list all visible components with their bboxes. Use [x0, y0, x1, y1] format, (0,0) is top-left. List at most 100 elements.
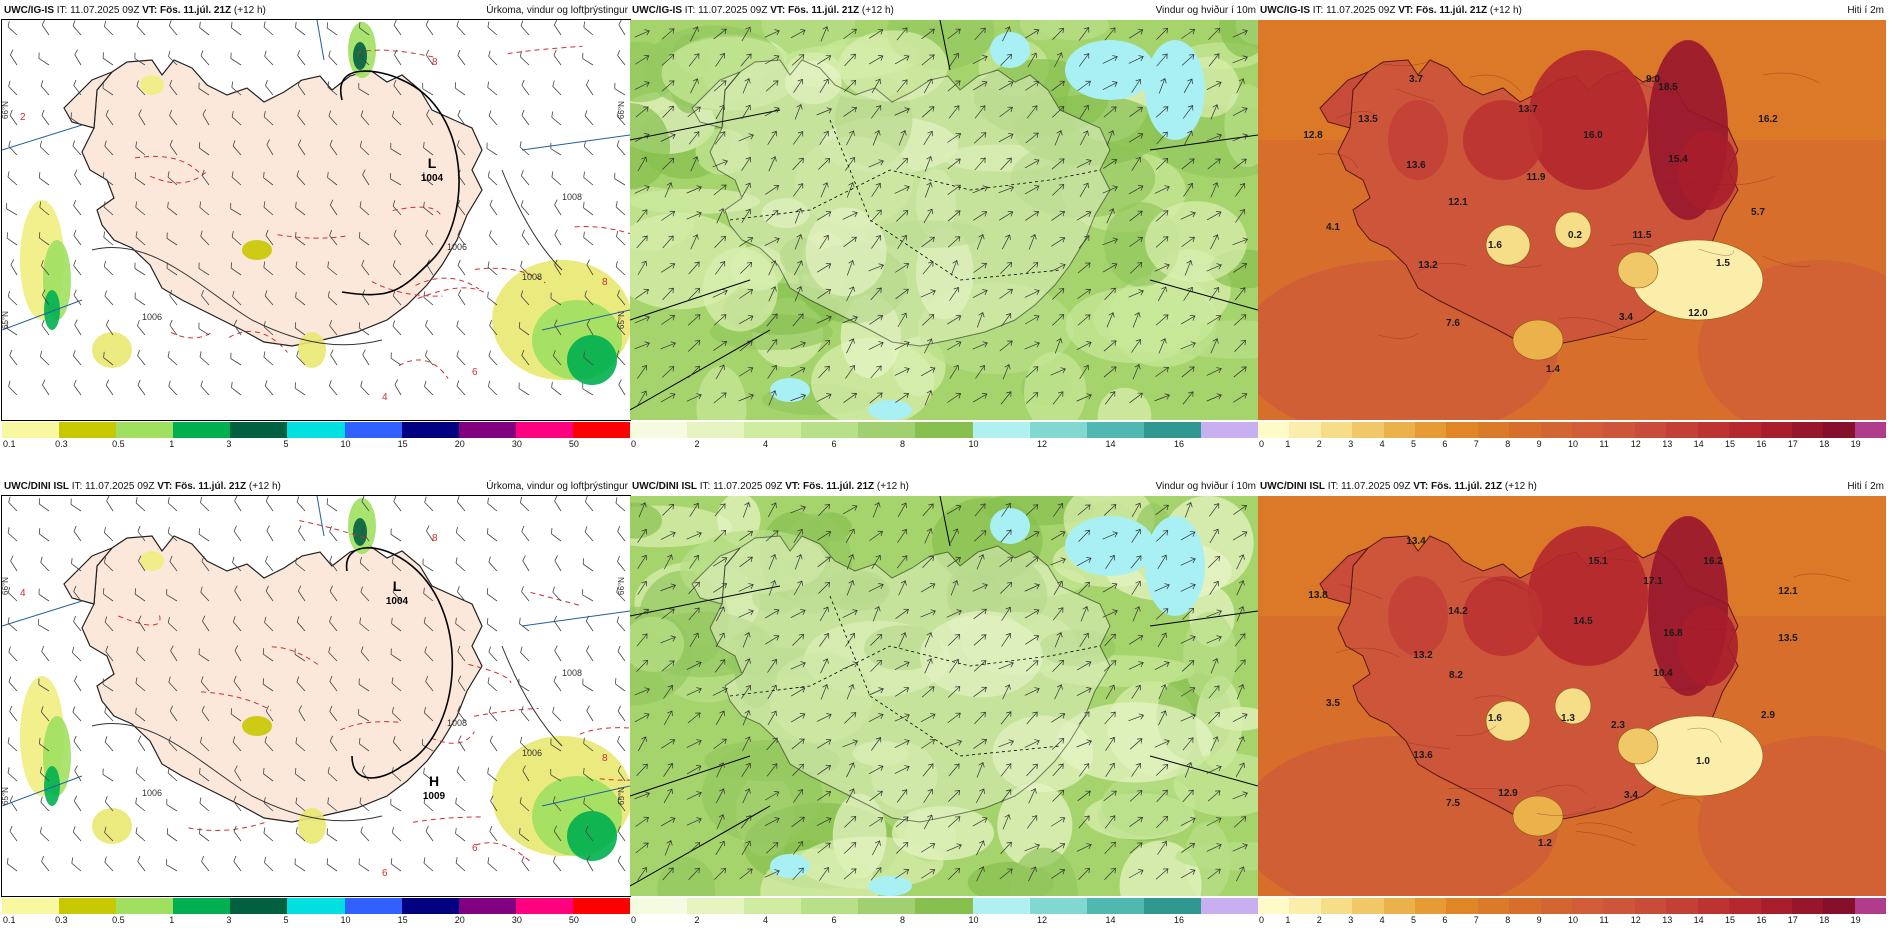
- wind-arrow: [686, 393, 702, 402]
- wind-arrow: [843, 106, 858, 117]
- wind-arrow: [1052, 607, 1064, 621]
- temp-contour-label: 2: [20, 112, 26, 123]
- wind-arrow: [792, 131, 804, 145]
- wind-barb: [614, 82, 626, 96]
- wind-arrow: [790, 713, 806, 723]
- wind-barb: [73, 199, 82, 216]
- wind-arrow: [1180, 531, 1196, 541]
- wind-arrow: [1156, 131, 1168, 145]
- wind-arrow: [946, 315, 962, 325]
- wind-barb: [583, 231, 594, 246]
- wind-arrow: [740, 262, 753, 274]
- wind-barb: [136, 20, 146, 36]
- wind-barb: [522, 765, 530, 782]
- wind-arrow: [1078, 581, 1090, 595]
- wind-arrow: [1024, 531, 1040, 541]
- wind-barb: [518, 382, 530, 396]
- wind-arrow: [688, 607, 700, 621]
- wind-arrow: [768, 156, 777, 172]
- legend-tick-label: 2: [1316, 439, 1322, 449]
- wind-arrow: [716, 814, 725, 830]
- wind-barb: [40, 556, 50, 572]
- wind-arrow: [1052, 763, 1064, 777]
- wind-arrow: [1050, 531, 1066, 541]
- wind-arrow: [661, 80, 675, 92]
- wind-arrow: [1181, 158, 1195, 170]
- wind-barb: [585, 825, 594, 842]
- wind-barb: [264, 616, 274, 632]
- wind-arrow: [819, 130, 830, 145]
- wind-arrow: [819, 234, 830, 249]
- wind-arrow: [634, 687, 650, 696]
- wind-arrow: [1102, 609, 1118, 618]
- wind-arrow: [870, 659, 883, 672]
- legend-tick-label: 13: [1662, 915, 1673, 925]
- wind-arrow: [1232, 133, 1248, 142]
- wind-arrow: [972, 55, 988, 64]
- wind-arrow: [1000, 582, 1013, 594]
- wind-arrow: [1104, 867, 1116, 880]
- precip-area: [44, 290, 60, 330]
- legend-swatch: [1029, 898, 1087, 914]
- wind-arrow: [767, 658, 778, 673]
- wind-arrow: [999, 288, 1013, 299]
- wind-barb: [617, 765, 626, 782]
- legend-tick-label: 16: [1174, 439, 1185, 449]
- wind-barb: [327, 767, 338, 782]
- wind-arrow: [794, 553, 803, 570]
- wind-arrow: [1183, 286, 1194, 301]
- temperature-value-label: 12.8: [1303, 130, 1323, 141]
- latitude-label: 66°N: [617, 577, 626, 595]
- wind-barb: [618, 20, 626, 36]
- legend-tick-label: 19: [1850, 915, 1861, 925]
- wind-barb: [41, 109, 50, 126]
- wind-barb: [38, 52, 50, 66]
- gust-area: [990, 32, 1030, 68]
- wind-barb: [391, 617, 402, 632]
- wind-barb: [264, 50, 274, 66]
- wind-arrow: [1156, 53, 1168, 67]
- wind-barb: [295, 827, 306, 842]
- wind-arrow: [690, 78, 699, 94]
- wind-arrow: [896, 789, 908, 803]
- wind-barb: [74, 319, 82, 336]
- wind-barb: [135, 707, 146, 722]
- wind-arrow: [897, 234, 908, 249]
- panel-header: UWC/DINI ISL IT: 11.07.2025 09Z VT: Fös.…: [630, 478, 1258, 496]
- wind-arrow: [1206, 133, 1222, 142]
- wind-arrow: [716, 762, 725, 778]
- legend-tick-label: 5: [1411, 439, 1417, 449]
- wind-arrow: [1180, 211, 1196, 220]
- latitude-label: 65°N: [617, 311, 626, 329]
- wind-arrow: [1024, 159, 1040, 169]
- wind-arrow: [635, 608, 649, 619]
- wind-arrow: [768, 260, 777, 276]
- wind-arrow: [1155, 236, 1169, 248]
- wind-arrow: [715, 52, 726, 67]
- legend-tick-label: 6: [1442, 915, 1448, 925]
- wind-barb: [329, 705, 338, 722]
- wind-arrow: [870, 365, 882, 379]
- wind-arrow: [1129, 738, 1143, 750]
- wind-arrow: [976, 866, 985, 882]
- wind-arrow: [1182, 391, 1194, 405]
- wind-arrow: [1208, 27, 1221, 40]
- wind-barb: [137, 525, 146, 542]
- color-legend-bar: [2, 898, 631, 914]
- legend-swatch: [1352, 422, 1384, 438]
- wind-barb: [102, 588, 114, 602]
- wind-arrow: [1054, 684, 1063, 700]
- wind-arrow: [1129, 842, 1143, 854]
- wind-arrow: [818, 503, 830, 516]
- wind-arrow: [1157, 554, 1167, 570]
- wind-barb: [521, 229, 530, 246]
- wind-arrow: [1206, 843, 1222, 852]
- gust-area: [868, 400, 912, 420]
- wind-arrow: [1131, 762, 1142, 777]
- wind-arrow: [661, 28, 675, 40]
- wind-arrow: [1155, 106, 1169, 118]
- legend-swatch: [687, 898, 745, 914]
- wind-arrow: [923, 208, 933, 224]
- temperature-value-label: 13.5: [1358, 114, 1378, 125]
- wind-arrow: [636, 235, 648, 249]
